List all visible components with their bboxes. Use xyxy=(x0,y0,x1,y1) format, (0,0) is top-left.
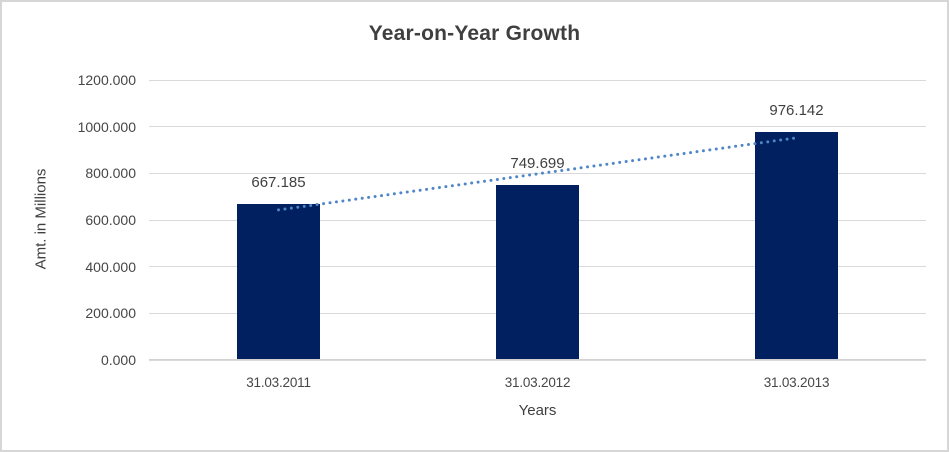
data-label: 749.699 xyxy=(510,155,565,173)
gridline xyxy=(149,359,926,361)
x-axis-line xyxy=(149,359,926,360)
y-tick-label: 0.000 xyxy=(100,352,136,368)
bar xyxy=(237,204,320,360)
y-tick-label: 600.000 xyxy=(85,212,136,228)
y-tick-label: 1200.000 xyxy=(77,72,136,88)
x-tick-label: 31.03.2011 xyxy=(246,375,311,390)
y-tick-label: 400.000 xyxy=(85,258,136,275)
plot-area xyxy=(149,79,926,361)
data-label: 976.142 xyxy=(769,102,824,120)
chart-title: Year-on-Year Growth xyxy=(368,22,581,45)
gridline xyxy=(149,79,926,81)
y-tick-label: 200.000 xyxy=(85,305,136,322)
y-tick-label: 800.000 xyxy=(85,165,136,182)
data-label: 667.185 xyxy=(251,174,306,192)
x-axis-title: Years xyxy=(518,402,557,419)
x-tick-label: 31.03.2012 xyxy=(504,375,571,390)
gridline xyxy=(149,126,926,128)
bar xyxy=(755,132,838,360)
y-tick-label: 1000.000 xyxy=(77,118,136,135)
bar xyxy=(496,185,579,360)
x-tick-label: 31.03.2013 xyxy=(763,375,830,390)
